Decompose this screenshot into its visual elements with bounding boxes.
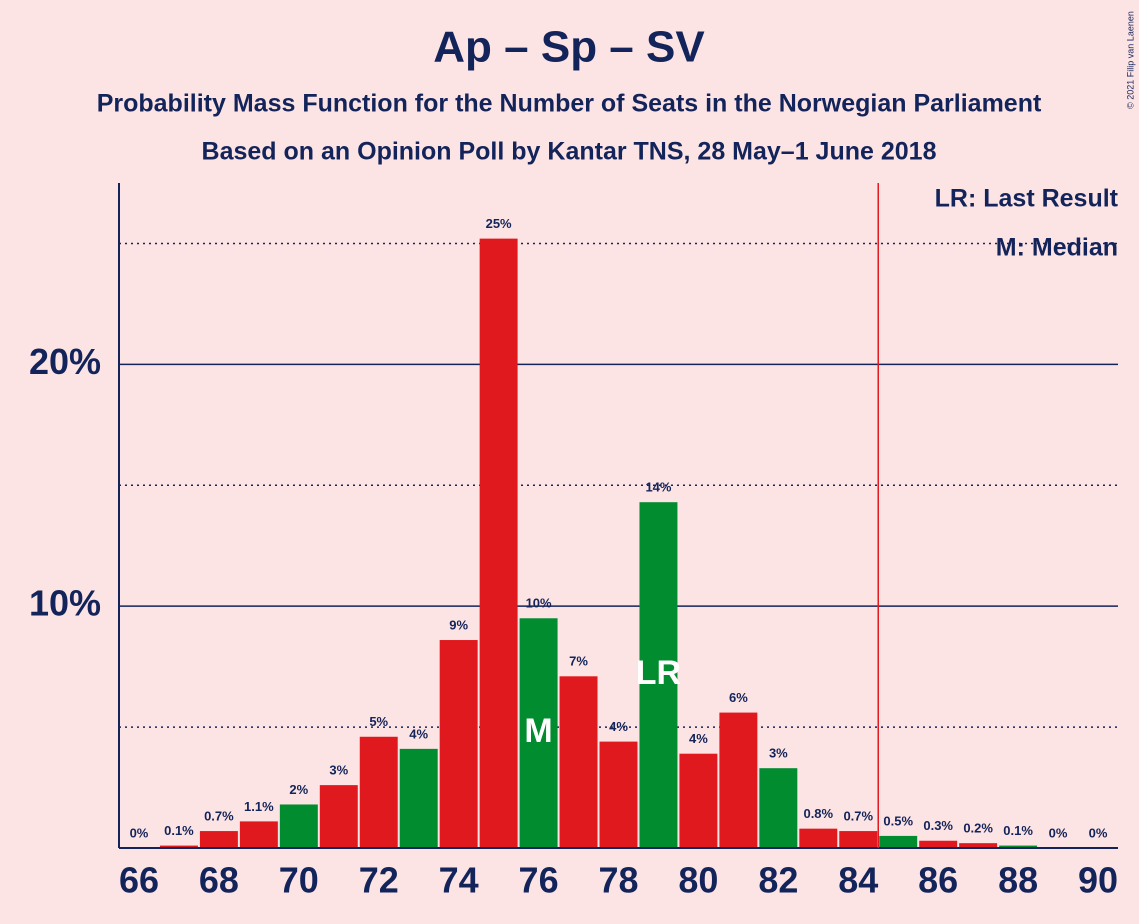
bar (479, 238, 518, 849)
x-tick-label: 90 (1078, 860, 1118, 901)
bar (879, 835, 918, 848)
value-label: 10% (526, 596, 552, 611)
bar (679, 753, 718, 848)
value-label: 9% (449, 617, 468, 632)
bar (599, 741, 638, 848)
value-label: 0% (1089, 825, 1108, 840)
value-label: 6% (729, 690, 748, 705)
x-tick-label: 68 (199, 860, 239, 901)
bar (999, 845, 1038, 848)
bar (279, 804, 318, 848)
value-label: 0.1% (1003, 823, 1033, 838)
legend-entry: LR: Last Result (935, 185, 1119, 213)
y-tick-label: 20% (29, 341, 101, 382)
bar (559, 676, 598, 848)
value-label: 0.5% (883, 813, 913, 828)
value-label: 0.1% (164, 823, 194, 838)
x-tick-label: 74 (439, 860, 479, 901)
value-label: 1.1% (244, 799, 274, 814)
bar (359, 736, 398, 848)
bar (199, 831, 238, 848)
x-tick-label: 72 (359, 860, 399, 901)
value-label: 4% (409, 726, 428, 741)
value-label: 0.7% (843, 809, 873, 824)
value-label: 25% (486, 216, 512, 231)
value-label: 0% (1049, 825, 1068, 840)
chart-title: Ap – Sp – SV (433, 23, 705, 72)
x-tick-label: 76 (519, 860, 559, 901)
bar (319, 785, 358, 848)
chart-subtitle: Probability Mass Function for the Number… (97, 90, 1042, 118)
bar-marker: LR (636, 654, 681, 692)
bar (519, 618, 558, 848)
bar (799, 828, 838, 848)
copyright: © 2021 Filip van Laenen (1125, 11, 1135, 109)
x-tick-label: 80 (678, 860, 718, 901)
x-tick-label: 88 (998, 860, 1038, 901)
bar (399, 748, 438, 848)
x-tick-label: 82 (758, 860, 798, 901)
bar (439, 640, 478, 848)
value-label: 7% (569, 654, 588, 669)
value-label: 0.8% (803, 806, 833, 821)
chart-subtitle: Based on an Opinion Poll by Kantar TNS, … (202, 138, 937, 166)
value-label: 0.2% (963, 821, 993, 836)
value-label: 0.7% (204, 809, 234, 824)
x-tick-label: 84 (838, 860, 878, 901)
value-label: 3% (329, 763, 348, 778)
bar (239, 821, 278, 848)
bar (959, 843, 998, 848)
x-tick-label: 70 (279, 860, 319, 901)
bar (159, 845, 198, 848)
bar (719, 712, 758, 848)
value-label: 2% (289, 782, 308, 797)
value-label: 3% (769, 746, 788, 761)
bar (839, 831, 878, 848)
value-label: 0.3% (923, 818, 953, 833)
bar (759, 768, 798, 848)
value-label: 4% (689, 731, 708, 746)
x-tick-label: 78 (598, 860, 638, 901)
value-label: 0% (130, 825, 149, 840)
bar (639, 502, 678, 848)
bar (919, 840, 958, 848)
value-label: 4% (609, 719, 628, 734)
y-tick-label: 10% (29, 583, 101, 624)
value-label: 14% (645, 480, 671, 495)
value-label: 5% (369, 714, 388, 729)
x-tick-label: 66 (119, 860, 159, 901)
bar-marker: M (524, 712, 552, 750)
legend-entry: M: Median (996, 234, 1118, 262)
x-tick-label: 86 (918, 860, 958, 901)
